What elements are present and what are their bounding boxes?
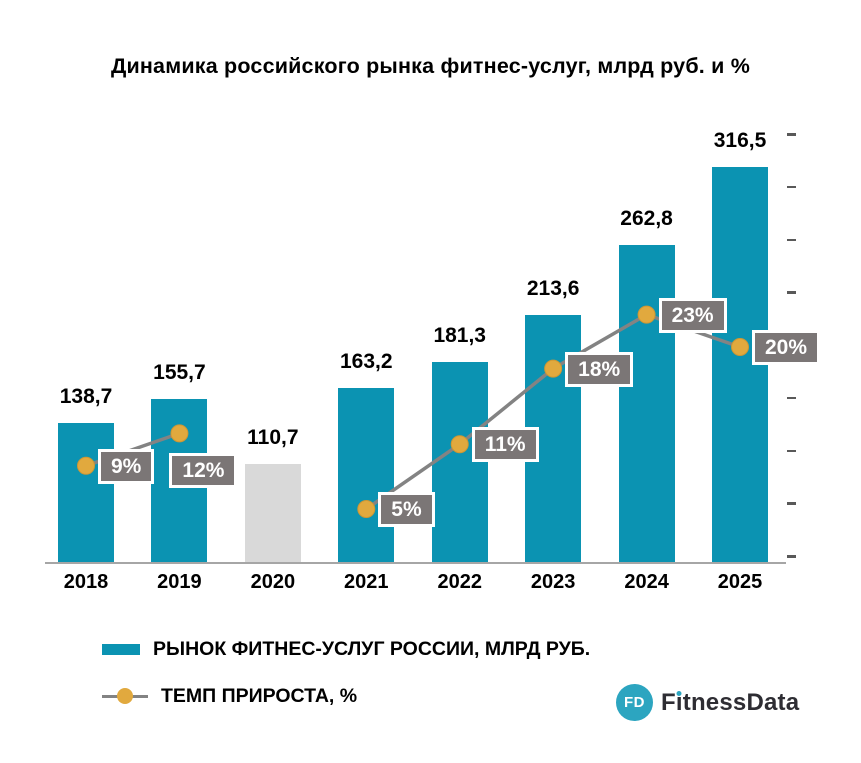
- bar-2024: [618, 244, 675, 562]
- line-series-label: ТЕМП ПРИРОСТА, %: [161, 684, 358, 707]
- right-axis-tick: [787, 396, 796, 400]
- legend: РЫНОК ФИТНЕС-УСЛУГ РОССИИ, МЛРД РУБ. ТЕМ…: [102, 636, 590, 730]
- bar-2018: [58, 423, 114, 562]
- bar-value-label-2022: 181,3: [433, 323, 486, 347]
- right-axis-tick: [787, 449, 796, 452]
- growth-label-2025: 20%: [752, 330, 821, 365]
- bar-value-label-2019: 155,7: [153, 360, 206, 384]
- fitnessdata-logo: FD FitnessData: [616, 684, 799, 721]
- bar-value-label-2024: 262,8: [620, 206, 673, 230]
- legend-item-market: РЫНОК ФИТНЕС-УСЛУГ РОССИИ, МЛРД РУБ.: [102, 636, 590, 662]
- right-axis-tick: [787, 502, 796, 505]
- right-axis-tick: [787, 555, 796, 558]
- x-axis-label-2018: 2018: [63, 571, 109, 593]
- bar-value-label-2020: 110,7: [247, 425, 299, 449]
- line-swatch-marker-icon: [117, 688, 133, 704]
- logo-text-part: tnessData: [682, 688, 800, 716]
- x-axis-label-2021: 2021: [344, 571, 389, 593]
- bar-value-label-2025: 316,5: [713, 129, 767, 153]
- right-axis-tick: [787, 133, 796, 136]
- growth-label-2019: 12%: [169, 453, 238, 489]
- growth-label-2024: 23%: [658, 297, 727, 333]
- line-series-swatch: [102, 687, 148, 705]
- bar-value-label-2021: 163,2: [340, 349, 393, 373]
- logo-text-part: F: [661, 688, 676, 716]
- fd-logo-wordmark: FitnessData: [661, 689, 799, 717]
- growth-label-2022: 11%: [471, 427, 539, 463]
- x-axis-label-2019: 2019: [157, 571, 202, 593]
- growth-label-2023: 18%: [565, 351, 634, 387]
- x-axis-label-2022: 2022: [437, 571, 482, 593]
- right-axis-tick: [787, 185, 796, 189]
- right-axis-tick: [787, 238, 796, 241]
- bar-value-label-2023: 213,6: [526, 277, 580, 301]
- growth-label-2021: 5%: [378, 492, 435, 527]
- logo-text-part: i: [675, 688, 683, 716]
- bar-series-swatch: [102, 643, 140, 655]
- right-axis-tick: [787, 291, 796, 294]
- growth-label-2018: 9%: [98, 448, 155, 484]
- bar-2021: [338, 387, 395, 562]
- x-axis-line: [45, 562, 786, 564]
- legend-item-growth: ТЕМП ПРИРОСТА, %: [102, 683, 590, 709]
- bar-value-label-2018: 138,7: [59, 385, 113, 409]
- x-axis-label-2023: 2023: [530, 571, 576, 593]
- bar-2020: [244, 463, 301, 562]
- x-axis-label-2025: 2025: [717, 571, 763, 593]
- x-axis-label-2024: 2024: [624, 571, 669, 593]
- chart-title: Динамика российского рынка фитнес-услуг,…: [110, 54, 751, 78]
- fd-logo-icon: FD: [616, 684, 653, 721]
- bar-series-label: РЫНОК ФИТНЕС-УСЛУГ РОССИИ, МЛРД РУБ.: [153, 637, 591, 660]
- x-axis-label-2020: 2020: [250, 571, 296, 593]
